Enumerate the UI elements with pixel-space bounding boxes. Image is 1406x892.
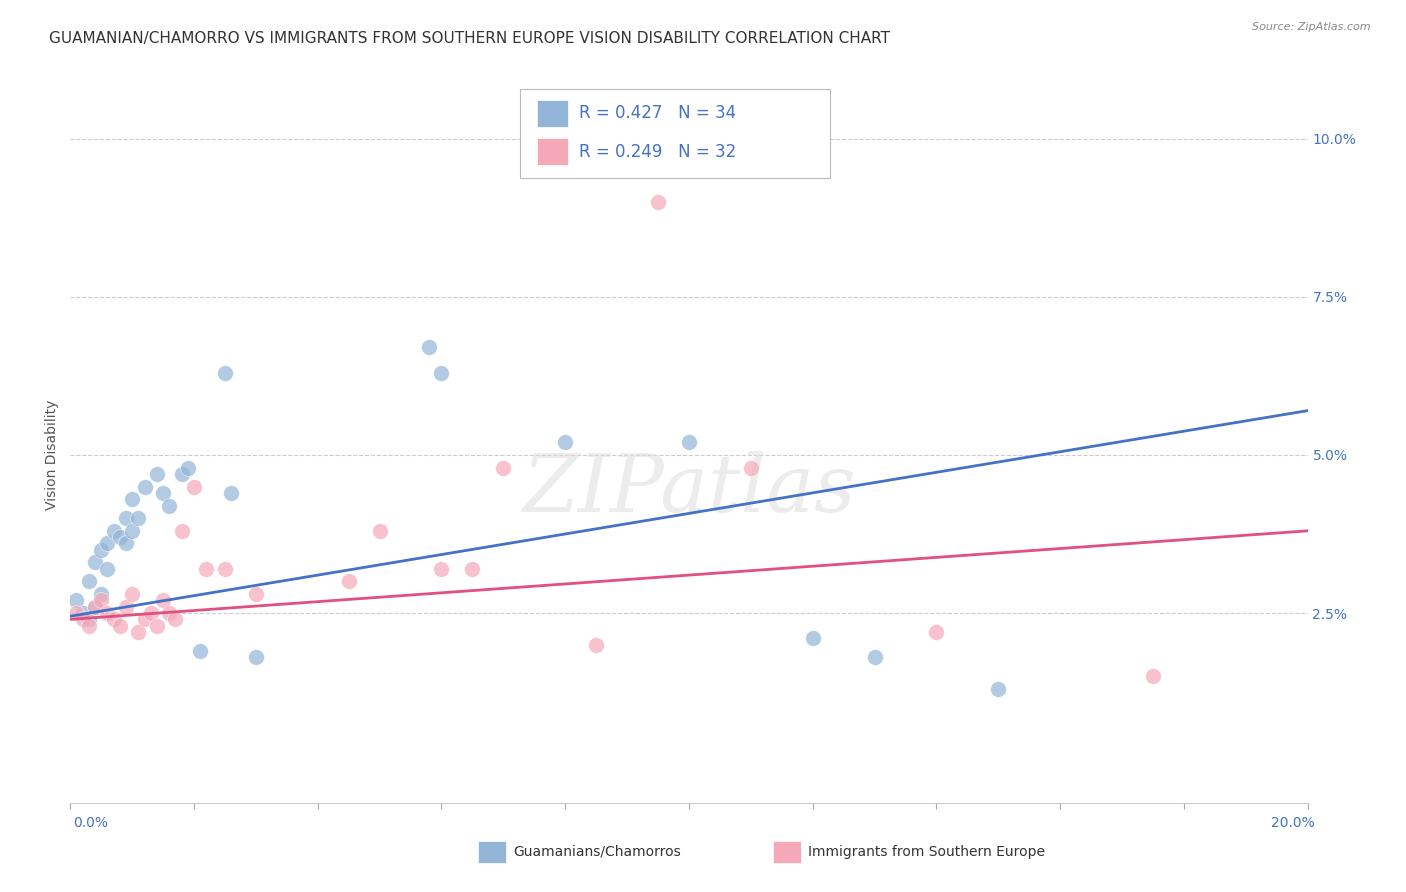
Point [801, 632, 824, 646]
Point [492, 460, 515, 475]
Text: Immigrants from Southern Europe: Immigrants from Southern Europe [808, 845, 1046, 859]
Point [72, 612, 94, 626]
Point [157, 499, 180, 513]
Point [152, 486, 174, 500]
Text: 0.0%: 0.0% [73, 816, 108, 830]
Point [863, 650, 886, 665]
Point [647, 194, 669, 209]
Point [183, 479, 205, 493]
Point [84, 599, 107, 614]
Point [987, 681, 1010, 696]
Point [214, 562, 236, 576]
Point [925, 625, 948, 640]
Point [678, 435, 700, 450]
Point [157, 606, 180, 620]
Point [170, 524, 193, 538]
Point [740, 460, 762, 475]
Text: R = 0.249   N = 32: R = 0.249 N = 32 [579, 143, 737, 161]
Point [554, 435, 576, 450]
Point [90, 542, 112, 557]
Text: Guamanians/Chamorros: Guamanians/Chamorros [513, 845, 681, 859]
Point [127, 625, 149, 640]
Point [418, 340, 440, 354]
Point [84, 556, 107, 570]
Point [430, 366, 453, 380]
Point [65, 606, 87, 620]
Text: GUAMANIAN/CHAMORRO VS IMMIGRANTS FROM SOUTHERN EUROPE VISION DISABILITY CORRELAT: GUAMANIAN/CHAMORRO VS IMMIGRANTS FROM SO… [49, 31, 890, 46]
Point [177, 460, 200, 475]
Point [146, 467, 169, 481]
Point [165, 612, 187, 626]
Point [127, 511, 149, 525]
Point [170, 467, 193, 481]
Point [115, 511, 138, 525]
Point [115, 599, 138, 614]
Point [337, 574, 360, 589]
Point [152, 593, 174, 607]
Point [103, 524, 125, 538]
Y-axis label: Vision Disability: Vision Disability [45, 400, 59, 510]
Point [90, 593, 112, 607]
Point [108, 530, 131, 544]
Point [368, 524, 391, 538]
Point [1142, 669, 1164, 683]
Point [195, 562, 218, 576]
Point [77, 612, 100, 626]
Point [146, 618, 169, 632]
Point [121, 587, 143, 601]
Point [245, 650, 267, 665]
Point [72, 606, 94, 620]
Point [188, 644, 211, 658]
Text: R = 0.427   N = 34: R = 0.427 N = 34 [579, 104, 737, 122]
Point [121, 524, 143, 538]
Point [84, 599, 107, 614]
Point [134, 479, 156, 493]
Text: ZIPatlas: ZIPatlas [522, 451, 856, 528]
Point [103, 612, 125, 626]
Point [65, 593, 87, 607]
Point [108, 618, 131, 632]
Point [77, 618, 100, 632]
Point [77, 574, 100, 589]
Point [90, 587, 112, 601]
Point [96, 562, 118, 576]
Point [461, 562, 484, 576]
Point [585, 638, 607, 652]
Point [96, 606, 118, 620]
Point [115, 536, 138, 550]
Point [96, 536, 118, 550]
Point [134, 612, 156, 626]
Text: 20.0%: 20.0% [1271, 816, 1315, 830]
Point [139, 606, 162, 620]
Point [430, 562, 453, 576]
Point [214, 366, 236, 380]
Point [219, 486, 242, 500]
Point [245, 587, 267, 601]
Text: Source: ZipAtlas.com: Source: ZipAtlas.com [1253, 22, 1371, 32]
Point [121, 492, 143, 507]
